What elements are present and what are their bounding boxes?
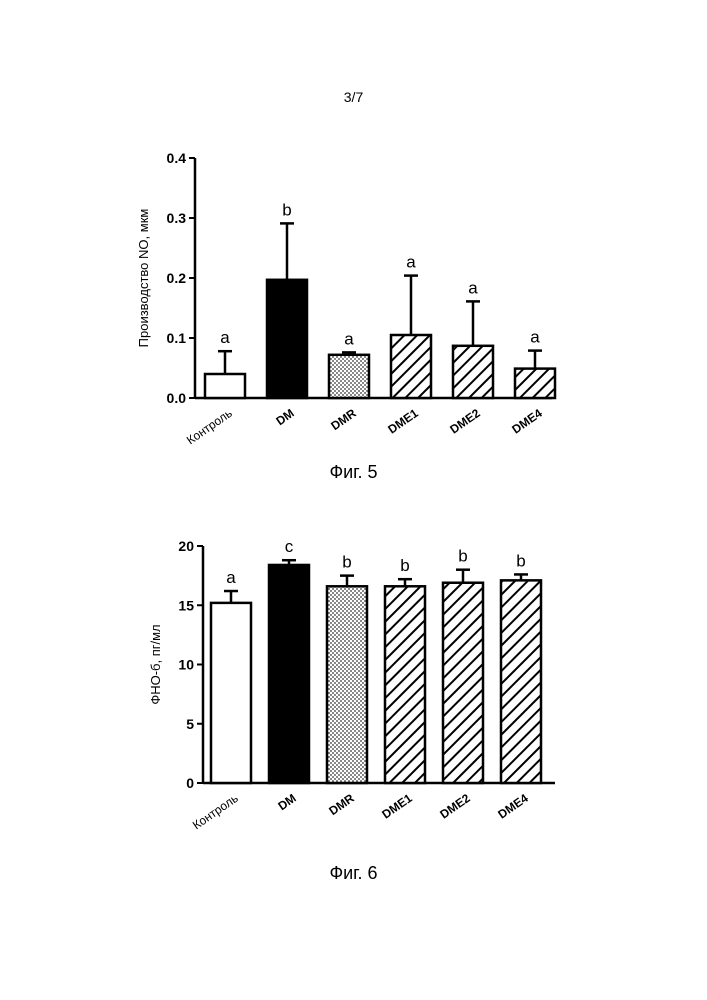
category-label: DME2 xyxy=(437,791,473,822)
bar xyxy=(453,346,493,398)
significance-label: b xyxy=(516,551,525,570)
bar xyxy=(329,355,369,398)
y-axis-label: ФНО-б, пг/мл xyxy=(148,624,163,704)
significance-label: b xyxy=(342,553,351,572)
bar xyxy=(269,565,309,783)
y-tick-label: 0.2 xyxy=(167,270,187,286)
significance-label: a xyxy=(344,329,354,348)
category-label: DME2 xyxy=(447,406,483,437)
page-number: 3/7 xyxy=(0,89,707,105)
significance-label: b xyxy=(282,200,291,219)
bar xyxy=(443,583,483,783)
y-tick-label: 5 xyxy=(186,716,194,732)
y-tick-label: 0.4 xyxy=(167,150,187,166)
y-tick-label: 0.3 xyxy=(167,210,187,226)
y-axis-label: Производство NO, мкм xyxy=(136,209,151,348)
figure-6-caption: Фиг. 6 xyxy=(0,863,707,884)
bar xyxy=(385,586,425,783)
bar xyxy=(515,369,555,398)
y-tick-label: 0.0 xyxy=(167,390,187,406)
significance-label: a xyxy=(468,278,478,297)
category-label: DME1 xyxy=(379,791,415,822)
category-label: DMR xyxy=(326,791,357,818)
y-tick-label: 0 xyxy=(186,775,194,791)
significance-label: b xyxy=(400,556,409,575)
y-tick-label: 0.1 xyxy=(167,330,187,346)
y-tick-label: 20 xyxy=(178,538,194,554)
significance-label: a xyxy=(530,328,540,347)
y-tick-label: 10 xyxy=(178,657,194,673)
bar xyxy=(211,603,251,783)
category-label: Контроль xyxy=(184,406,235,447)
figure-5-caption: Фиг. 5 xyxy=(0,462,707,483)
category-label: DME4 xyxy=(509,406,545,437)
category-label: Контроль xyxy=(190,791,241,832)
bar xyxy=(391,335,431,398)
category-label: DME4 xyxy=(495,791,531,822)
significance-label: a xyxy=(226,568,236,587)
significance-label: a xyxy=(220,328,230,347)
bar xyxy=(327,586,367,783)
significance-label: a xyxy=(406,253,416,272)
category-label: DM xyxy=(275,791,298,813)
bar xyxy=(205,374,245,398)
category-label: DME1 xyxy=(385,406,421,437)
bar xyxy=(267,280,307,398)
bar xyxy=(501,580,541,783)
category-label: DMR xyxy=(328,406,359,433)
significance-label: c xyxy=(285,537,294,556)
category-label: DM xyxy=(273,406,296,428)
y-tick-label: 15 xyxy=(178,597,194,613)
significance-label: b xyxy=(458,547,467,566)
